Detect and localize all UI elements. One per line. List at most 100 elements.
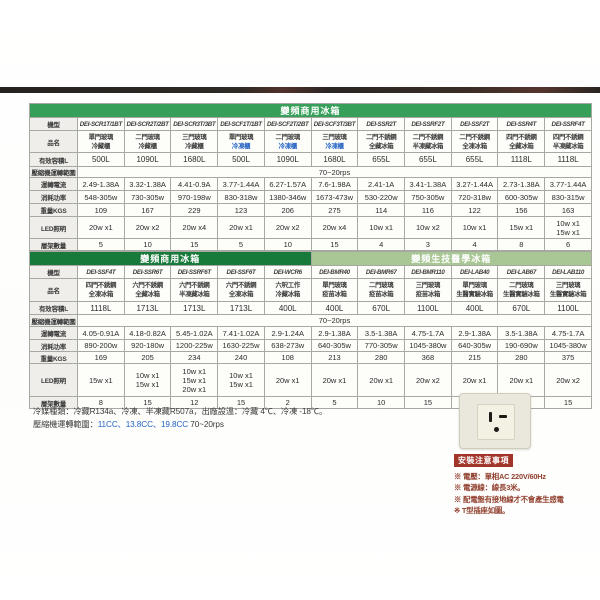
weight-cell: 215 [450,351,499,364]
row-label: 機型 [29,265,78,279]
table-title: 變頻商用冰箱 [29,251,312,266]
model-header-cell: DEI-SSF6T [217,265,265,279]
product-name-cell: 二門玻璃 冷藏櫃 [123,130,172,153]
led-cell: 20w x2 [123,216,172,239]
power-cell: 1630-225w [217,339,265,352]
shelf-count-cell: 15 [310,238,359,251]
power-cell: 1045-380w [544,339,592,352]
model-header-cell: DEI-SSRF2T [404,117,452,131]
led-cell: 20w x2 [404,363,452,397]
current-cell: 4.05-0.91A [77,326,125,340]
current-cell: 3.41-1.38A [404,177,452,191]
capacity-cell: 1713L [123,301,172,315]
weight-cell: 213 [310,351,359,364]
capacity-cell: 1680L [310,152,359,167]
current-cell: 2.9-1.24A [263,326,312,340]
model-header-cell: DEI-SSR2T [357,117,406,131]
product-name-cell: 二門玻璃 冷凍櫃 [263,130,312,153]
led-cell: 15w x1 [77,363,125,397]
model-header-cell: DEI-SCF1T/1BT [217,117,265,131]
power-cell: 750-305w [404,190,452,204]
product-name-cell: 四門不銹鋼 全藏冰箱 [497,130,546,153]
row-label: 運轉電流 [29,177,78,191]
row-label: 壓縮機運轉範圍 [29,314,78,327]
power-cell: 600-305w [497,190,546,204]
model-header-cell: DEI-SCF2T/2BT [263,117,312,131]
shelf-count-cell: 15 [544,396,592,409]
current-cell: 2.49-1.38A [77,177,125,191]
current-cell: 3.32-1.38A [123,177,172,191]
led-cell: 20w x1 [77,216,125,239]
install-note-line: ※ 電源線：線長3米。 [454,483,525,493]
row-label: 重量KGS [29,203,78,217]
current-cell: 4.75-1.7A [544,326,592,340]
table-row: 有效容積L 500L 1090L 1680L 500L 1090L 1680L 655L 655… [29,152,592,167]
model-header-cell: DEI-SCF3T/3BT [310,117,359,131]
shelf-count-cell: 12 [170,396,219,409]
shelf-count-cell: 6 [544,238,592,251]
power-cell: 640-305w [310,339,359,352]
weight-cell: 109 [77,203,125,217]
install-notes-lines: ※ 電壓：單相AC 220V/60Hz ※ 電源線：線長3米。 ※ 配電盤有接地線才… [454,471,594,516]
spec-table: 變頻商用冰箱 機型 DEI-SCR1T/1BT DEI-SCR2T/2BT DEI-SC… [29,103,592,251]
weight-cell: 206 [263,203,312,217]
model-header-cell: DEI-SSF2T [450,117,499,131]
row-label: LED照明 [29,216,78,239]
capacity-cell: 400L [310,301,359,315]
current-cell: 2.73-1.38A [497,177,546,191]
current-cell: 3.5-1.38A [497,326,546,340]
table-row: 品名 單門玻璃 冷藏櫃 二門玻璃 冷藏櫃 三門玻璃 冷藏櫃 單門玻璃 冷凍櫃 二門玻璃 冷凍櫃 三門玻… [29,130,592,153]
model-header-cell: DEI-BMR67 [357,265,406,279]
weight-cell: 205 [123,351,172,364]
row-label: 機型 [29,117,78,131]
weight-cell: 116 [404,203,452,217]
model-header-cell: DEI-LAB40 [450,265,499,279]
row-label: 有效容積L [29,301,78,315]
row-label: 壓縮機運轉範圍 [29,166,78,178]
note-text: 冷媒種類：冷藏R134a、冷凍、半凍藏R507a，出廠設溫：冷藏 4℃、冷凍 -… [33,407,328,416]
power-outlet-image [459,393,531,449]
capacity-cell: 1100L [404,301,452,315]
current-cell: 4.75-1.7A [404,326,452,340]
led-cell: 20w x2 [263,216,312,239]
weight-cell: 229 [170,203,219,217]
capacity-cell: 655L [404,152,452,167]
refrigerant-note: 冷媒種類：冷藏R134a、冷凍、半凍藏R507a，出廠設溫：冷藏 4℃、冷凍 -… [33,406,463,419]
led-cell: 15w x1 [497,216,546,239]
weight-cell: 375 [544,351,592,364]
current-cell: 3.77-1.44A [544,177,592,191]
capacity-cell: 655L [357,152,406,167]
shelf-count-cell: 8 [497,238,546,251]
table-row: 壓縮機運轉範圍 70~20rps [29,166,592,178]
weight-cell: 275 [310,203,359,217]
weight-cell: 280 [497,351,546,364]
capacity-cell: 500L [77,152,125,167]
power-cell: 830-315w [544,190,592,204]
spec-tables: 變頻商用冰箱 機型 DEI-SCR1T/1BT DEI-SCR2T/2BT DEI-SC… [29,103,593,409]
table-row: 有效容積L 1118L 1713L 1713L 1713L 400L 400L 670L 110… [29,301,592,315]
current-cell: 4.41-0.9A [170,177,219,191]
shelf-count-cell: 10 [123,238,172,251]
product-name-cell: 三門玻璃 冷藏櫃 [170,130,219,153]
weight-cell: 169 [77,351,125,364]
footnotes: 冷媒種類：冷藏R134a、冷凍、半凍藏R507a，出廠設溫：冷藏 4℃、冷凍 -… [33,406,463,431]
shelf-count-cell: 4 [357,238,406,251]
row-label: 層架數量 [29,238,78,251]
table-row: 運轉電流 2.49-1.38A 3.32-1.38A 4.41-0.9A 3.77-1.… [29,177,592,191]
row-label: 重量KGS [29,351,78,364]
capacity-cell: 1713L [170,301,219,315]
capacity-cell: 1118L [77,301,125,315]
product-name-cell: 單門玻璃 冷藏櫃 [77,130,125,153]
weight-cell: 240 [217,351,265,364]
shelf-count-cell: 5 [77,238,125,251]
shelf-count-cell: 15 [404,396,452,409]
product-name-cell: 二門不銹鋼 半凍藏冰箱 [404,130,452,153]
led-cell: 10w x2 [404,216,452,239]
power-cell: 548-305w [77,190,125,204]
power-cell: 720-318w [450,190,499,204]
capacity-cell: 1713L [217,301,265,315]
table-row: 機型 DEI-SSF4T DEI-SSR6T DEI-SSRF6T DEI-SSF6T D… [29,265,592,279]
power-cell: 638-273w [263,339,312,352]
table-row: 運轉電流 4.05-0.91A 4.18-0.82A 5.45-1.02A 7.41-1… [29,326,592,340]
capacity-cell: 670L [497,301,546,315]
